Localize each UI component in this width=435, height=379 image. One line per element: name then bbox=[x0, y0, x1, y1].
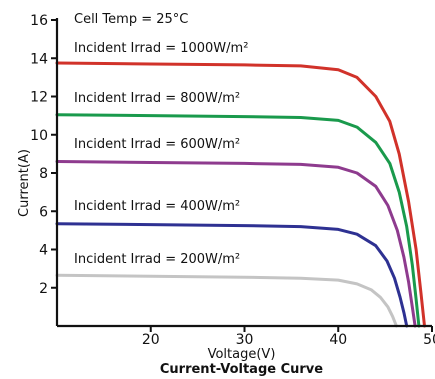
y-tick-label-14: 14 bbox=[30, 51, 48, 67]
y-tick-label-2: 2 bbox=[39, 281, 48, 297]
annotation-5: Incident Irrad = 400W/m² bbox=[74, 199, 240, 214]
y-axis-title: Current(A) bbox=[17, 149, 32, 217]
y-tick-label-16: 16 bbox=[30, 13, 48, 29]
y-tick-label-6: 6 bbox=[39, 204, 48, 220]
chart-title: Current-Voltage Curve bbox=[160, 362, 323, 377]
x-tick-label-50: 50 bbox=[423, 332, 435, 348]
annotation-2: Incident Irrad = 1000W/m² bbox=[74, 41, 248, 56]
x-tick-label-40: 40 bbox=[329, 332, 347, 348]
annotation-4: Incident Irrad = 600W/m² bbox=[74, 137, 240, 152]
annotation-3: Incident Irrad = 800W/m² bbox=[74, 91, 240, 106]
x-tick-label-20: 20 bbox=[142, 332, 160, 348]
series-line-4 bbox=[55, 222, 409, 328]
series-line-1 bbox=[55, 61, 426, 328]
series-line-3 bbox=[55, 160, 417, 328]
annotation-6: Incident Irrad = 200W/m² bbox=[74, 252, 240, 267]
y-tick-label-4: 4 bbox=[39, 243, 48, 259]
y-tick-label-12: 12 bbox=[30, 90, 48, 106]
annotation-1: Cell Temp = 25°C bbox=[74, 12, 188, 27]
y-tick-label-8: 8 bbox=[39, 166, 48, 182]
y-tick-label-10: 10 bbox=[30, 128, 48, 144]
series-line-5 bbox=[55, 273, 398, 328]
x-axis-title: Voltage(V) bbox=[208, 347, 276, 362]
x-tick-label-30: 30 bbox=[236, 332, 254, 348]
series-line-2 bbox=[55, 113, 421, 328]
